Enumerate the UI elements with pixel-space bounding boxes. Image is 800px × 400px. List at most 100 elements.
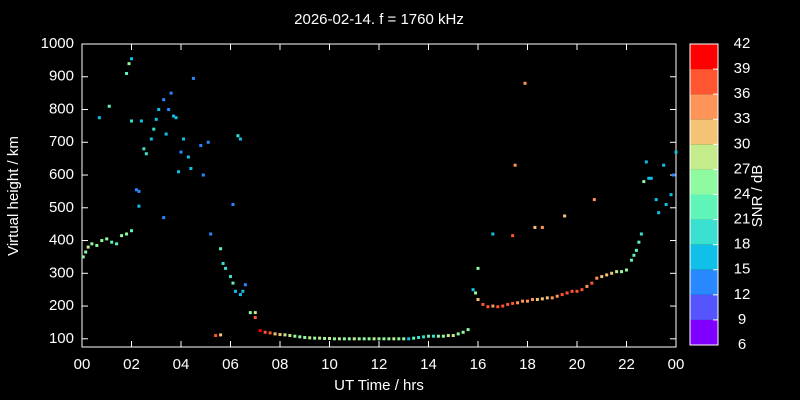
- data-point: [382, 337, 386, 341]
- y-tick-label: 500: [49, 199, 74, 216]
- data-point: [95, 243, 99, 247]
- data-point: [268, 331, 272, 335]
- data-point: [436, 334, 440, 338]
- data-point: [303, 336, 307, 340]
- data-point: [241, 289, 245, 293]
- data-point: [533, 225, 537, 229]
- data-point: [362, 337, 366, 341]
- data-point: [342, 337, 346, 341]
- x-tick-label: 16: [470, 356, 487, 373]
- data-point: [372, 337, 376, 341]
- data-point: [397, 337, 401, 341]
- data-point: [664, 203, 668, 207]
- data-point: [221, 261, 225, 265]
- data-point: [154, 117, 158, 121]
- x-axis-label: UT Time / hrs: [334, 377, 424, 394]
- data-point: [642, 180, 646, 184]
- data-point: [625, 268, 628, 272]
- data-point: [431, 334, 435, 338]
- data-point: [328, 336, 331, 340]
- data-point: [634, 248, 638, 252]
- data-point: [90, 242, 94, 246]
- data-point: [377, 337, 381, 341]
- data-point: [157, 108, 161, 112]
- data-point: [318, 336, 322, 340]
- colorbar-bin: [690, 144, 718, 170]
- data-point: [189, 166, 193, 170]
- data-point: [167, 108, 171, 112]
- data-point: [412, 336, 416, 340]
- data-point: [513, 163, 517, 167]
- data-point: [367, 337, 371, 341]
- data-point: [585, 284, 589, 288]
- x-tick-label: 02: [123, 356, 140, 373]
- data-point: [323, 336, 327, 340]
- data-point: [526, 299, 529, 303]
- data-point: [590, 281, 594, 285]
- x-tick-label: 18: [519, 356, 536, 373]
- data-point: [644, 160, 648, 164]
- colorbar-bin: [690, 119, 718, 145]
- colorbar-tick-label: 18: [734, 236, 751, 253]
- data-point: [649, 176, 653, 180]
- data-point: [248, 311, 252, 315]
- y-axis-label: Virtual height / km: [5, 136, 22, 256]
- data-point: [308, 336, 312, 340]
- colorbar-bin: [690, 319, 718, 345]
- data-point: [229, 275, 232, 279]
- data-point: [253, 316, 257, 320]
- data-point: [662, 163, 666, 167]
- data-point: [174, 116, 178, 120]
- data-point: [233, 289, 237, 293]
- data-point: [392, 337, 396, 341]
- colorbar-bin: [690, 44, 718, 70]
- data-point: [545, 296, 549, 300]
- data-point: [130, 119, 133, 123]
- colorbar-tick-label: 12: [734, 286, 751, 303]
- data-point: [610, 271, 614, 275]
- data-point: [357, 337, 361, 341]
- data-point: [501, 304, 505, 308]
- data-point: [298, 335, 302, 339]
- data-point: [422, 335, 426, 339]
- colorbar-tick-label: 42: [734, 35, 751, 52]
- colorbar-tick-label: 21: [734, 211, 751, 228]
- data-point: [139, 119, 143, 123]
- data-point: [669, 193, 673, 197]
- colorbar-bin: [690, 244, 718, 270]
- data-point: [511, 301, 515, 305]
- data-point: [672, 173, 676, 177]
- colorbar-tick-label: 30: [734, 135, 751, 152]
- x-tick-label: 06: [222, 356, 239, 373]
- x-tick-label: 00: [668, 356, 685, 373]
- colorbar-tick-label: 36: [734, 85, 751, 102]
- data-point: [491, 232, 495, 236]
- y-tick-label: 100: [49, 330, 74, 347]
- y-tick-label: 700: [49, 133, 74, 150]
- y-tick-label: 400: [49, 232, 74, 249]
- colorbar-tick-label: 39: [734, 60, 751, 77]
- data-point: [283, 333, 287, 337]
- plot-frame: [81, 43, 677, 348]
- colorbar-tick-label: 24: [734, 185, 751, 202]
- x-tick-label: 14: [420, 356, 437, 373]
- data-point: [224, 266, 228, 270]
- x-tick-label: 04: [173, 356, 190, 373]
- data-point: [535, 298, 539, 302]
- data-point: [337, 337, 341, 341]
- data-point: [125, 71, 129, 75]
- x-tick-label: 20: [569, 356, 586, 373]
- data-point: [214, 334, 218, 338]
- data-point: [172, 114, 176, 118]
- colorbar-bin: [690, 94, 718, 120]
- data-point: [674, 150, 678, 154]
- data-point: [476, 266, 480, 270]
- y-tick-label: 300: [49, 264, 74, 281]
- data-point: [293, 334, 297, 338]
- data-point: [81, 255, 85, 259]
- data-point: [605, 273, 609, 277]
- data-point: [461, 330, 465, 334]
- data-point: [152, 127, 156, 131]
